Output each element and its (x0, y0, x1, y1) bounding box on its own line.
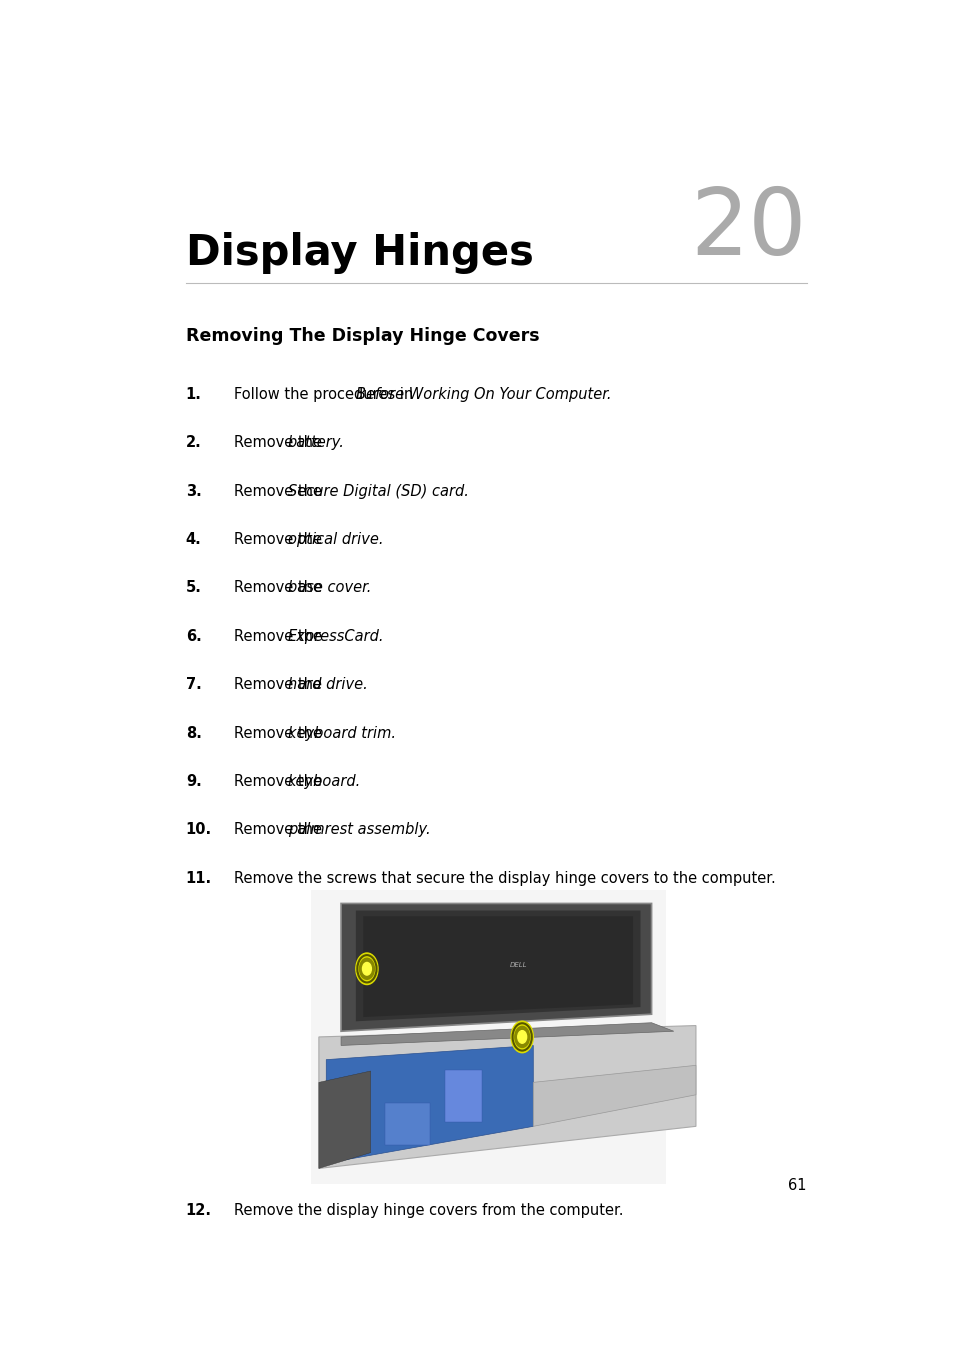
Text: Remove the: Remove the (233, 436, 326, 451)
Text: 8.: 8. (186, 725, 201, 740)
Circle shape (359, 959, 374, 979)
Polygon shape (355, 911, 639, 1022)
Text: 4.: 4. (186, 533, 201, 546)
Polygon shape (318, 1071, 370, 1168)
Text: Before Working On Your Computer.: Before Working On Your Computer. (355, 387, 611, 402)
Text: Remove the: Remove the (233, 678, 326, 693)
Text: 3.: 3. (186, 484, 201, 499)
Polygon shape (341, 903, 651, 1031)
Text: 7.: 7. (186, 678, 201, 693)
Text: 12.: 12. (186, 1203, 212, 1218)
Text: base cover.: base cover. (287, 581, 371, 596)
Text: 20: 20 (690, 184, 806, 275)
Polygon shape (341, 1023, 673, 1045)
Text: keyboard.: keyboard. (287, 775, 360, 790)
Text: 6.: 6. (186, 628, 201, 643)
Text: battery.: battery. (287, 436, 344, 451)
Polygon shape (326, 1045, 533, 1164)
Circle shape (517, 1030, 526, 1044)
Text: palmrest assembly.: palmrest assembly. (287, 822, 430, 837)
Text: Remove the display hinge covers from the computer.: Remove the display hinge covers from the… (233, 1203, 622, 1218)
Text: keyboard trim.: keyboard trim. (287, 725, 395, 740)
Polygon shape (318, 1026, 696, 1168)
Text: optical drive.: optical drive. (287, 533, 383, 546)
Text: Removing The Display Hinge Covers: Removing The Display Hinge Covers (186, 326, 538, 344)
Polygon shape (533, 1065, 696, 1127)
Text: ExpressCard.: ExpressCard. (287, 628, 384, 643)
Text: Remove the: Remove the (233, 484, 326, 499)
Text: DELL: DELL (509, 962, 527, 967)
Polygon shape (363, 917, 633, 1018)
Text: Remove the: Remove the (233, 725, 326, 740)
Text: Remove the: Remove the (233, 533, 326, 546)
Text: 11.: 11. (186, 870, 212, 885)
Text: 9.: 9. (186, 775, 201, 790)
Text: 10.: 10. (186, 822, 212, 837)
Text: 5.: 5. (186, 581, 201, 596)
Text: Remove the: Remove the (233, 775, 326, 790)
Text: Remove the: Remove the (233, 822, 326, 837)
FancyBboxPatch shape (444, 1070, 481, 1121)
Text: Secure Digital (SD) card.: Secure Digital (SD) card. (287, 484, 468, 499)
Text: Display Hinges: Display Hinges (186, 232, 533, 275)
Text: 2.: 2. (186, 436, 201, 451)
Text: 1.: 1. (186, 387, 201, 402)
Text: Remove the screws that secure the display hinge covers to the computer.: Remove the screws that secure the displa… (233, 870, 775, 885)
Text: Remove the: Remove the (233, 628, 326, 643)
Circle shape (511, 1022, 533, 1053)
Text: Follow the procedures in: Follow the procedures in (233, 387, 417, 402)
Text: hard drive.: hard drive. (287, 678, 367, 693)
FancyBboxPatch shape (311, 889, 665, 1184)
Text: 61: 61 (787, 1177, 806, 1193)
Circle shape (362, 963, 371, 975)
FancyBboxPatch shape (385, 1102, 429, 1145)
Circle shape (515, 1026, 529, 1048)
Text: Remove the: Remove the (233, 581, 326, 596)
Circle shape (355, 953, 377, 985)
